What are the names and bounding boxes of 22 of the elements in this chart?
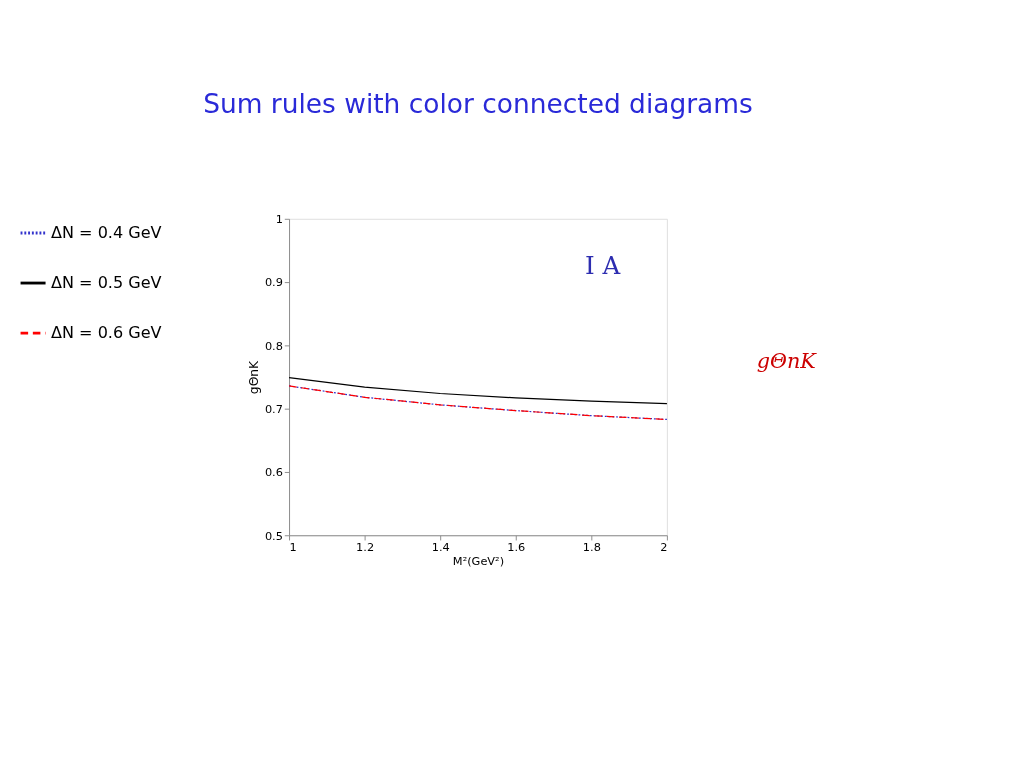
chart-title: Sum rules with color connected diagrams (203, 88, 753, 120)
legend-label: ΔN = 0.4 GeV (51, 222, 162, 242)
x-tick-label: 1.8 (582, 539, 601, 554)
y-tick-label: 1 (275, 212, 283, 227)
x-tick-label: 1.4 (431, 539, 450, 554)
y-tick-label: 0.6 (264, 465, 283, 480)
x-tick-label: 1.6 (507, 539, 526, 554)
y-tick-label: 0.8 (264, 338, 283, 353)
legend-label: ΔN = 0.5 GeV (51, 272, 162, 292)
line-series (288, 385, 668, 421)
x-axis-title: M²(GeV²) (452, 554, 505, 569)
text: gΘnK (756, 348, 818, 373)
y-tick-label: 0.7 (264, 401, 283, 416)
y-tick-label: 0.5 (264, 528, 283, 543)
annotation: I A (585, 250, 621, 280)
y-axis-title: gΘnK (247, 359, 262, 395)
x-tick-label: 1.2 (356, 539, 375, 554)
line-series (288, 377, 668, 405)
legend-label: ΔN = 0.6 GeV (51, 322, 162, 342)
x-tick-label: 1 (289, 539, 297, 554)
x-tick-label: 2 (660, 539, 668, 554)
y-tick-label: 0.9 (264, 275, 283, 290)
